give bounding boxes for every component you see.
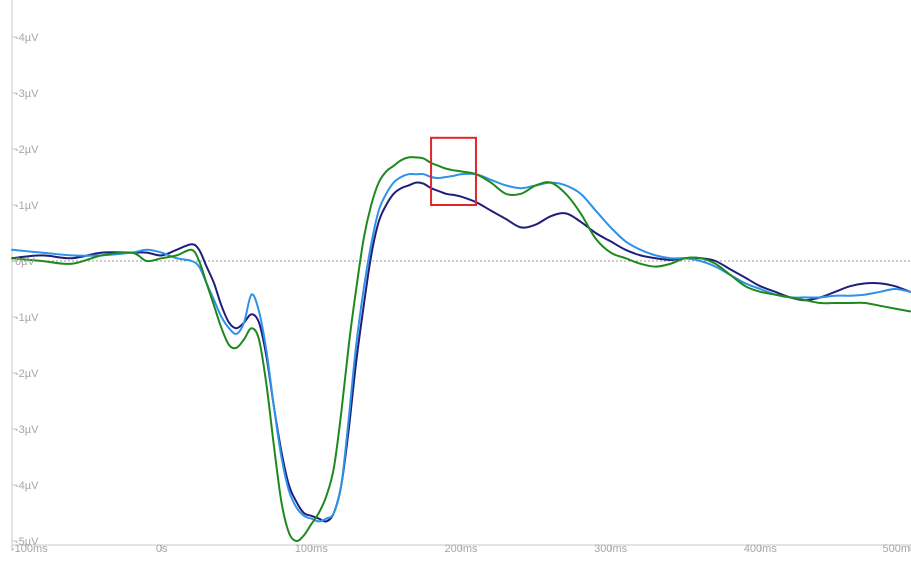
x-tick-label: 200ms [444, 543, 478, 555]
x-tick-label: 400ms [744, 543, 778, 555]
x-tick-label: 300ms [594, 543, 628, 555]
y-tick-label: -2µV [15, 144, 39, 156]
series-line-3 [11, 156, 911, 543]
y-tick-label: -5µV [15, 536, 39, 548]
series-line-2 [11, 172, 911, 523]
x-tick-label: 0s [156, 543, 168, 555]
y-tick-label: -1µV [15, 312, 39, 324]
highlight-box[interactable] [430, 136, 477, 206]
series-line-1 [11, 181, 911, 523]
y-tick-label: -1µV [15, 200, 39, 212]
y-tick-label: 0µV [15, 256, 35, 268]
x-tick-label: 500m [882, 543, 910, 555]
y-tick-label: -2µV [15, 368, 39, 380]
y-tick-label: -3µV [15, 88, 39, 100]
y-tick-label: -4µV [15, 480, 39, 492]
y-tick-label: -3µV [15, 424, 39, 436]
x-tick-label: 100ms [295, 543, 329, 555]
x-tick-label: -100ms [11, 543, 48, 555]
y-tick-label: -4µV [15, 32, 39, 44]
